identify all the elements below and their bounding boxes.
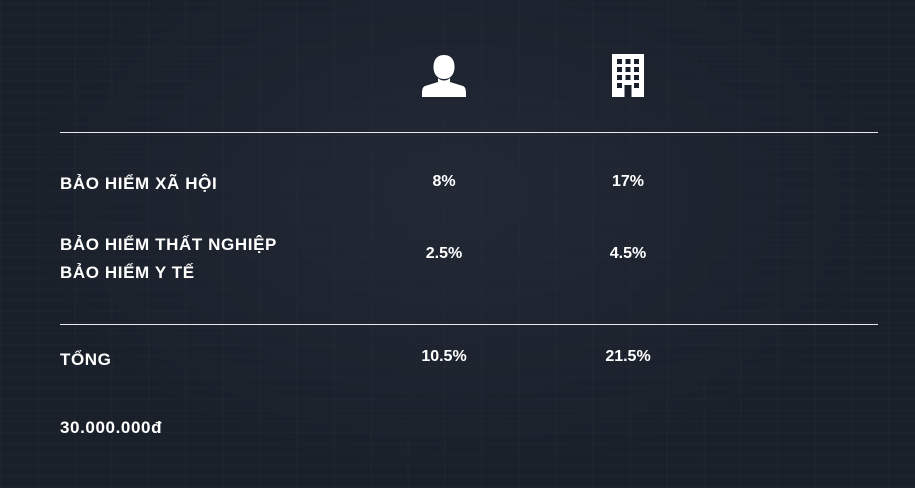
row-label-social-insurance: BẢO HIỂM XÃ HỘI <box>60 174 218 193</box>
salary-amount: 30.000.000đ <box>60 418 163 437</box>
row-label-unemployment-insurance: BẢO HIỂM THẤT NGHIỆP <box>60 235 277 254</box>
row-label-health-insurance: BẢO HIỂM Y TẾ <box>60 263 195 282</box>
header-divider <box>60 132 878 133</box>
row-social-insurance-company-value: 17% <box>611 173 645 190</box>
total-company-value: 21.5% <box>605 348 651 365</box>
row-unemployment-health-company-value: 4.5% <box>609 245 647 262</box>
total-divider <box>60 324 878 325</box>
row-unemployment-health-employee-value: 2.5% <box>425 245 463 262</box>
row-social-insurance-employee-value: 8% <box>432 173 456 190</box>
total-employee-value: 10.5% <box>421 348 467 365</box>
building-icon <box>607 52 649 98</box>
total-label: TỔNG <box>60 350 112 369</box>
person-icon <box>421 52 467 98</box>
